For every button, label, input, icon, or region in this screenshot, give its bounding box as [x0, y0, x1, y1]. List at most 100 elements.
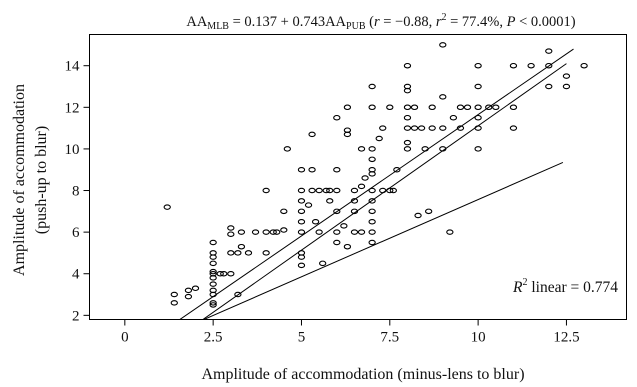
data-point	[227, 250, 235, 256]
data-point	[209, 300, 217, 306]
data-point	[439, 94, 447, 100]
data-point	[297, 254, 306, 260]
data-point	[403, 146, 412, 152]
data-point	[357, 183, 366, 190]
data-point	[368, 187, 376, 194]
y-tick-label: 12	[65, 100, 80, 116]
title-sub-mlb: MLB	[207, 21, 229, 32]
data-point	[269, 229, 277, 235]
data-point	[262, 229, 270, 235]
data-point	[350, 198, 359, 204]
annotation-r: R	[512, 279, 523, 296]
data-point	[209, 302, 217, 308]
title-p-value: < 0.0001)	[516, 14, 576, 30]
data-point	[340, 223, 348, 229]
x-axis-label: Amplitude of accommodation (minus-lens t…	[201, 366, 524, 383]
data-point	[545, 62, 553, 69]
data-point	[410, 125, 419, 131]
data-point	[227, 231, 235, 237]
data-point	[220, 270, 228, 277]
data-point	[209, 260, 217, 267]
data-point	[474, 114, 482, 121]
data-point	[333, 114, 341, 121]
data-point	[425, 208, 433, 215]
title-r: r	[374, 14, 380, 30]
data-point	[368, 218, 376, 225]
title-p: P	[506, 14, 516, 30]
data-point	[403, 62, 412, 69]
data-point	[262, 187, 270, 194]
data-point	[509, 104, 518, 111]
data-point	[333, 187, 341, 194]
data-point	[403, 139, 412, 146]
data-point	[474, 104, 482, 111]
annotation-rest: linear = 0.774	[527, 279, 618, 296]
data-point	[308, 187, 316, 194]
data-point	[280, 227, 288, 233]
title-r-value: = −0.88,	[380, 14, 436, 30]
data-point	[379, 125, 387, 131]
data-point	[389, 187, 397, 194]
x-tick-label: 0	[121, 330, 129, 346]
data-point	[421, 146, 429, 152]
data-point	[234, 291, 242, 298]
data-point	[456, 125, 465, 131]
data-point	[410, 104, 419, 111]
y-tick-label: 6	[72, 225, 80, 241]
x-tick-label: 2.5	[204, 330, 223, 346]
data-point	[216, 270, 224, 277]
regression-line	[202, 161, 564, 320]
data-point	[209, 291, 217, 298]
data-point	[368, 208, 376, 215]
data-point	[333, 239, 341, 246]
confidence-band-lower	[202, 63, 567, 320]
data-point	[439, 146, 447, 152]
title-aa1: AA	[186, 14, 207, 30]
data-point	[184, 293, 193, 300]
data-point	[446, 229, 454, 235]
data-point	[527, 62, 535, 69]
data-point	[308, 131, 316, 138]
data-point	[308, 166, 316, 173]
data-point	[368, 104, 376, 111]
data-point	[227, 225, 235, 231]
y-tick-label: 14	[65, 59, 81, 75]
data-point	[439, 42, 447, 48]
data-point	[417, 125, 426, 131]
title-equation: = 0.137 + 0.743AA	[229, 14, 347, 30]
data-point	[386, 187, 394, 194]
data-point	[449, 114, 458, 121]
data-point	[414, 212, 422, 219]
data-point	[357, 146, 366, 152]
data-point	[297, 208, 306, 215]
data-point	[319, 260, 327, 267]
data-point	[379, 187, 387, 194]
data-point	[403, 87, 412, 94]
data-point	[227, 270, 235, 277]
data-point	[403, 104, 412, 111]
data-point	[439, 125, 447, 131]
data-point	[350, 187, 359, 194]
data-point	[244, 250, 253, 256]
data-point	[428, 104, 436, 111]
data-point	[333, 208, 341, 215]
data-point	[170, 300, 178, 306]
plot-frame	[89, 34, 627, 320]
data-point	[350, 229, 359, 235]
data-point	[456, 104, 465, 111]
data-point	[474, 83, 482, 90]
data-point	[368, 198, 376, 204]
data-point	[350, 208, 359, 215]
x-tick-label: 7.5	[380, 330, 399, 346]
data-point	[343, 243, 352, 250]
data-point	[474, 62, 482, 69]
data-point	[191, 285, 200, 292]
title-r2-sup: 2	[442, 12, 447, 23]
y-tick-label: 2	[72, 308, 80, 324]
data-point	[262, 250, 270, 256]
r-squared-annotation: R2 linear = 0.774	[512, 277, 618, 296]
data-point	[297, 229, 306, 235]
y-axis-label-line1: Amplitude of accommodation	[11, 84, 28, 276]
chart-title: AAMLB = 0.137 + 0.743AAPUB (r = −0.88, r…	[186, 12, 575, 32]
data-point	[333, 166, 341, 173]
